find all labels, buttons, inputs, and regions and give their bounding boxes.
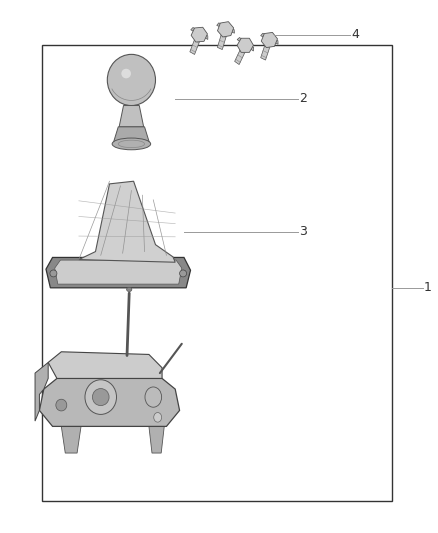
Ellipse shape (56, 399, 67, 411)
Polygon shape (191, 27, 208, 42)
Polygon shape (48, 352, 162, 378)
Polygon shape (237, 38, 254, 52)
Ellipse shape (127, 287, 132, 292)
Polygon shape (217, 28, 228, 50)
Polygon shape (79, 181, 175, 262)
Ellipse shape (145, 387, 162, 407)
Polygon shape (35, 362, 48, 421)
Ellipse shape (180, 270, 187, 277)
Polygon shape (119, 106, 144, 127)
Ellipse shape (121, 69, 131, 78)
Polygon shape (237, 37, 254, 51)
Ellipse shape (154, 413, 162, 422)
Ellipse shape (107, 54, 155, 106)
Ellipse shape (112, 138, 151, 150)
Ellipse shape (92, 389, 109, 406)
Polygon shape (39, 378, 180, 426)
Text: 2: 2 (299, 92, 307, 105)
Polygon shape (46, 257, 191, 288)
Polygon shape (261, 33, 278, 44)
Polygon shape (261, 33, 278, 47)
Polygon shape (261, 39, 272, 60)
Polygon shape (218, 22, 233, 37)
Polygon shape (191, 28, 208, 39)
Polygon shape (149, 426, 164, 453)
Polygon shape (217, 23, 234, 33)
Ellipse shape (50, 270, 57, 277)
Polygon shape (61, 426, 81, 453)
Bar (42, 45, 392, 501)
Text: 3: 3 (299, 225, 307, 238)
Ellipse shape (85, 379, 117, 415)
Polygon shape (113, 127, 150, 144)
Text: 4: 4 (352, 28, 360, 41)
Text: 1: 1 (424, 281, 432, 294)
Polygon shape (190, 33, 201, 54)
Polygon shape (235, 44, 247, 64)
Polygon shape (55, 260, 182, 284)
